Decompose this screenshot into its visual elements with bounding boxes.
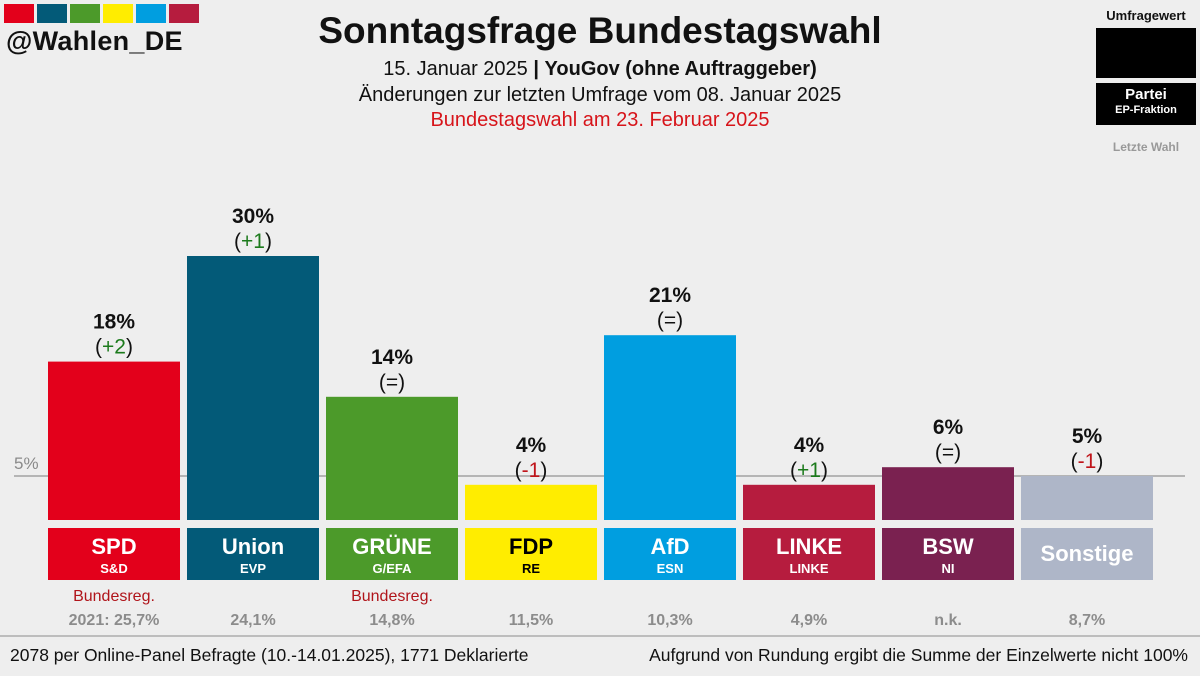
change-label: (=) bbox=[657, 309, 683, 332]
legend-faction-label: EP-Fraktion bbox=[1115, 104, 1177, 116]
legend-bar-swatch bbox=[1096, 28, 1196, 78]
party-name: SPD bbox=[91, 534, 136, 559]
party-label-box bbox=[326, 528, 458, 580]
party-label-box bbox=[48, 528, 180, 580]
last-election-value: 10,3% bbox=[647, 612, 692, 629]
faction-name: RE bbox=[522, 561, 540, 576]
bar-linke bbox=[743, 484, 875, 520]
bar-bsw bbox=[882, 467, 1014, 520]
party-name: FDP bbox=[509, 534, 553, 559]
last-election-value: 24,1% bbox=[230, 612, 275, 629]
brand-color-strip bbox=[4, 4, 199, 23]
faction-name: S&D bbox=[100, 561, 127, 576]
footer-divider bbox=[0, 635, 1200, 637]
footer-sample-info: 2078 per Online-Panel Befragte (10.-14.0… bbox=[10, 645, 529, 665]
bar-grüne bbox=[326, 396, 458, 520]
poll-separator: | bbox=[533, 58, 539, 80]
party-label-box bbox=[882, 528, 1014, 580]
party-name: LINKE bbox=[776, 534, 842, 559]
value-label: 4% bbox=[794, 434, 825, 457]
brand-color-swatch bbox=[103, 4, 133, 23]
last-election-value: 4,9% bbox=[791, 612, 827, 629]
change-label: (+1) bbox=[234, 230, 272, 253]
last-election-value: 11,5% bbox=[509, 612, 553, 629]
legend-poll-value-label: Umfragewert bbox=[1106, 8, 1186, 23]
party-label-box bbox=[465, 528, 597, 580]
brand-handle: @Wahlen_DE bbox=[6, 26, 183, 56]
poll-date: 15. Januar 2025 bbox=[383, 58, 528, 80]
legend-last-election-label: Letzte Wahl bbox=[1112, 140, 1180, 154]
change-label: (-1) bbox=[515, 459, 548, 482]
bar-spd bbox=[48, 361, 180, 520]
change-label: (+1) bbox=[790, 459, 828, 482]
change-label: (-1) bbox=[1071, 450, 1104, 473]
last-election-value: n.k. bbox=[934, 612, 962, 629]
value-label: 6% bbox=[933, 416, 964, 439]
value-label: 14% bbox=[371, 346, 413, 369]
party-label-box bbox=[187, 528, 319, 580]
government-note: Bundesreg. bbox=[351, 588, 433, 605]
change-label: (+2) bbox=[95, 336, 133, 359]
party-label-box bbox=[604, 528, 736, 580]
party-name: Sonstige bbox=[1041, 541, 1134, 566]
brand-color-swatch bbox=[70, 4, 100, 23]
faction-name: EVP bbox=[240, 561, 266, 576]
legend-party-label: Partei bbox=[1125, 86, 1167, 103]
value-label: 30% bbox=[232, 205, 274, 228]
brand-color-swatch bbox=[4, 4, 34, 23]
party-name: AfD bbox=[650, 534, 689, 559]
election-note: Bundestagswahl am 23. Februar 2025 bbox=[430, 109, 770, 131]
party-name: GRÜNE bbox=[352, 534, 431, 559]
party-label-box bbox=[743, 528, 875, 580]
bar-sonstige bbox=[1021, 476, 1153, 520]
faction-name: LINKE bbox=[790, 561, 829, 576]
faction-name: ESN bbox=[657, 561, 684, 576]
poll-info: 15. Januar 2025 | YouGov (ohne Auftragge… bbox=[0, 58, 1200, 81]
party-name: BSW bbox=[922, 534, 974, 559]
last-election-value: 8,7% bbox=[1069, 612, 1105, 629]
legend-party-swatch: Partei EP-Fraktion bbox=[1096, 83, 1196, 125]
brand-color-swatch bbox=[37, 4, 67, 23]
bar-fdp bbox=[465, 484, 597, 520]
change-label: (=) bbox=[935, 441, 961, 464]
value-label: 5% bbox=[1072, 425, 1103, 448]
bar-afd bbox=[604, 335, 736, 520]
faction-name: G/EFA bbox=[372, 561, 412, 576]
bar-union bbox=[187, 256, 319, 520]
party-label-box bbox=[1021, 528, 1153, 580]
last-election-value: 2021: 25,7% bbox=[69, 612, 160, 629]
value-label: 4% bbox=[516, 434, 547, 457]
party-name: Union bbox=[222, 534, 284, 559]
faction-name: NI bbox=[942, 561, 955, 576]
last-election-value: 14,8% bbox=[369, 612, 414, 629]
footer-rounding-note: Aufgrund von Rundung ergibt die Summe de… bbox=[649, 645, 1188, 665]
government-note: Bundesreg. bbox=[73, 588, 155, 605]
legend: Umfragewert Partei EP-Fraktion Letzte Wa… bbox=[1096, 8, 1196, 154]
threshold-label: 5% bbox=[14, 454, 39, 473]
changes-note: Änderungen zur letzten Umfrage vom 08. J… bbox=[358, 84, 842, 106]
chart-title: Sonntagsfrage Bundestagswahl bbox=[318, 10, 882, 51]
brand-color-swatch bbox=[136, 4, 166, 23]
pollster-name: YouGov (ohne Auftraggeber) bbox=[544, 58, 817, 80]
brand-color-swatch bbox=[169, 4, 199, 23]
value-label: 21% bbox=[649, 284, 691, 307]
change-label: (=) bbox=[379, 371, 405, 394]
value-label: 18% bbox=[93, 311, 135, 334]
